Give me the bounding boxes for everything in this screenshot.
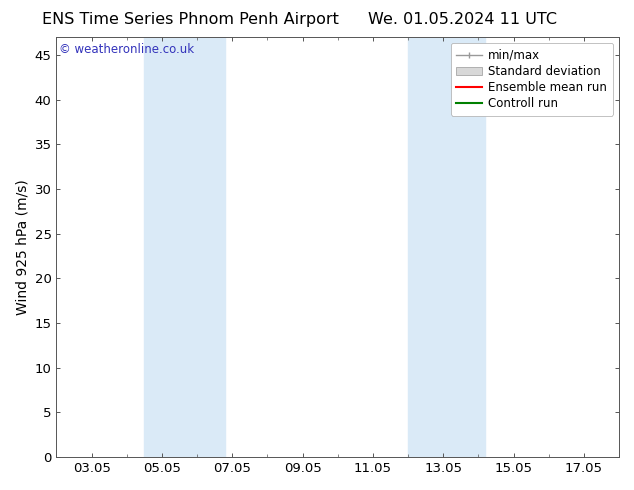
Text: We. 01.05.2024 11 UTC: We. 01.05.2024 11 UTC <box>368 12 557 27</box>
Bar <box>145 37 225 457</box>
Legend: min/max, Standard deviation, Ensemble mean run, Controll run: min/max, Standard deviation, Ensemble me… <box>451 43 613 116</box>
Text: © weatheronline.co.uk: © weatheronline.co.uk <box>59 43 195 56</box>
Text: ENS Time Series Phnom Penh Airport: ENS Time Series Phnom Penh Airport <box>42 12 339 27</box>
Bar <box>408 37 486 457</box>
Y-axis label: Wind 925 hPa (m/s): Wind 925 hPa (m/s) <box>15 179 29 315</box>
